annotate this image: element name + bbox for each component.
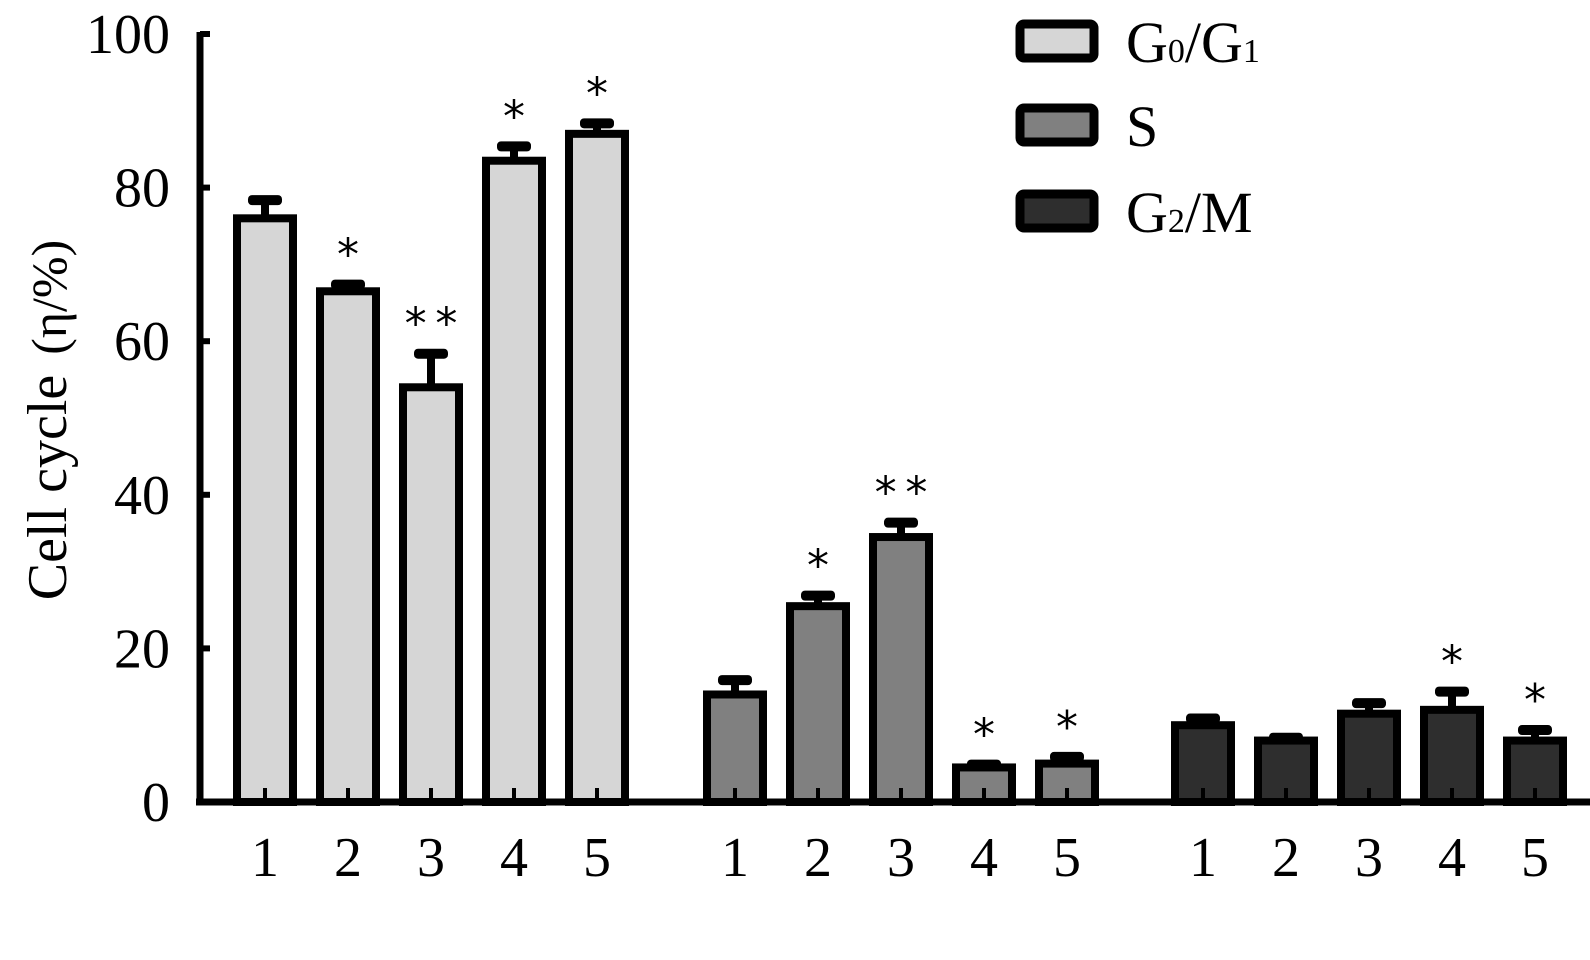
legend-item: S — [1015, 94, 1158, 159]
x-tick-label: 4 — [500, 827, 528, 889]
y-tick-label: 100 — [86, 4, 170, 66]
significance-marker: * — [503, 91, 525, 142]
bar — [233, 214, 297, 806]
x-tick-label: 5 — [1053, 827, 1081, 889]
legend-label: S — [1126, 94, 1158, 159]
error-bar-cap — [1518, 725, 1552, 736]
bar — [316, 287, 380, 806]
error-bar-cap — [414, 348, 448, 359]
significance-marker: * — [586, 68, 608, 119]
significance-marker: * — [1056, 702, 1078, 753]
legend-label: G0/G1 — [1126, 10, 1260, 75]
error-bar-cap — [497, 141, 531, 152]
bar — [703, 690, 767, 806]
significance-marker: * — [973, 710, 995, 761]
significance-marker: * * — [405, 299, 458, 350]
bar — [869, 533, 933, 806]
error-bar-cap — [1435, 686, 1469, 697]
y-tick-label: 40 — [114, 465, 170, 527]
bar — [399, 383, 463, 806]
x-tick-label: 4 — [1438, 827, 1466, 889]
legend-item: G0/G1 — [1015, 10, 1260, 75]
bar — [786, 602, 850, 806]
legend-label: G2/M — [1126, 180, 1253, 245]
bar-group-2: * * * * * — [703, 468, 1099, 807]
error-bar-cap — [801, 590, 835, 601]
significance-marker: * — [1441, 637, 1463, 688]
bar — [565, 129, 629, 806]
error-bar-cap — [1050, 751, 1084, 762]
legend-swatch — [1015, 103, 1099, 147]
error-bar-cap — [1352, 698, 1386, 709]
error-bar-cap — [1186, 713, 1220, 724]
legend-item: G2/M — [1015, 180, 1253, 245]
x-tick-label: 1 — [251, 827, 279, 889]
x-tick-label: 5 — [1521, 827, 1549, 889]
legend: G0/G1 S G2/M — [1015, 10, 1260, 245]
significance-marker: * — [1524, 675, 1546, 726]
bar — [482, 156, 546, 807]
bar-group-1: * * * * * — [233, 68, 629, 807]
x-tick-label: 2 — [804, 827, 832, 889]
x-tick-label: 4 — [970, 827, 998, 889]
y-ticks: 0 20 40 60 80 100 — [86, 4, 210, 834]
x-tick-label: 1 — [721, 827, 749, 889]
x-tick-label: 1 — [1189, 827, 1217, 889]
error-bar-cap — [884, 517, 918, 528]
error-bar-cap — [718, 675, 752, 686]
error-bar-cap — [248, 195, 282, 206]
significance-marker: * — [337, 230, 359, 281]
bar — [952, 763, 1016, 807]
bar-group-3: ** — [1171, 637, 1567, 807]
bars: ** ** *** ** *** — [233, 68, 1567, 807]
x-tick-label: 3 — [417, 827, 445, 889]
x-tick-label: 5 — [583, 827, 611, 889]
y-tick-label: 0 — [142, 772, 170, 834]
x-tick-label: 2 — [1272, 827, 1300, 889]
significance-marker: * — [807, 541, 829, 592]
y-tick-label: 60 — [114, 311, 170, 373]
error-bar-cap — [331, 279, 365, 290]
x-tick-label: 3 — [887, 827, 915, 889]
error-bar-cap — [580, 118, 614, 129]
y-tick-label: 80 — [114, 158, 170, 220]
significance-marker: * * — [875, 468, 928, 519]
x-tick-label: 2 — [334, 827, 362, 889]
y-tick-label: 20 — [114, 618, 170, 680]
legend-swatch — [1015, 19, 1099, 63]
x-tick-label: 3 — [1355, 827, 1383, 889]
legend-swatch — [1015, 189, 1099, 233]
y-axis-title: Cell cycle (η/%) — [17, 240, 79, 600]
